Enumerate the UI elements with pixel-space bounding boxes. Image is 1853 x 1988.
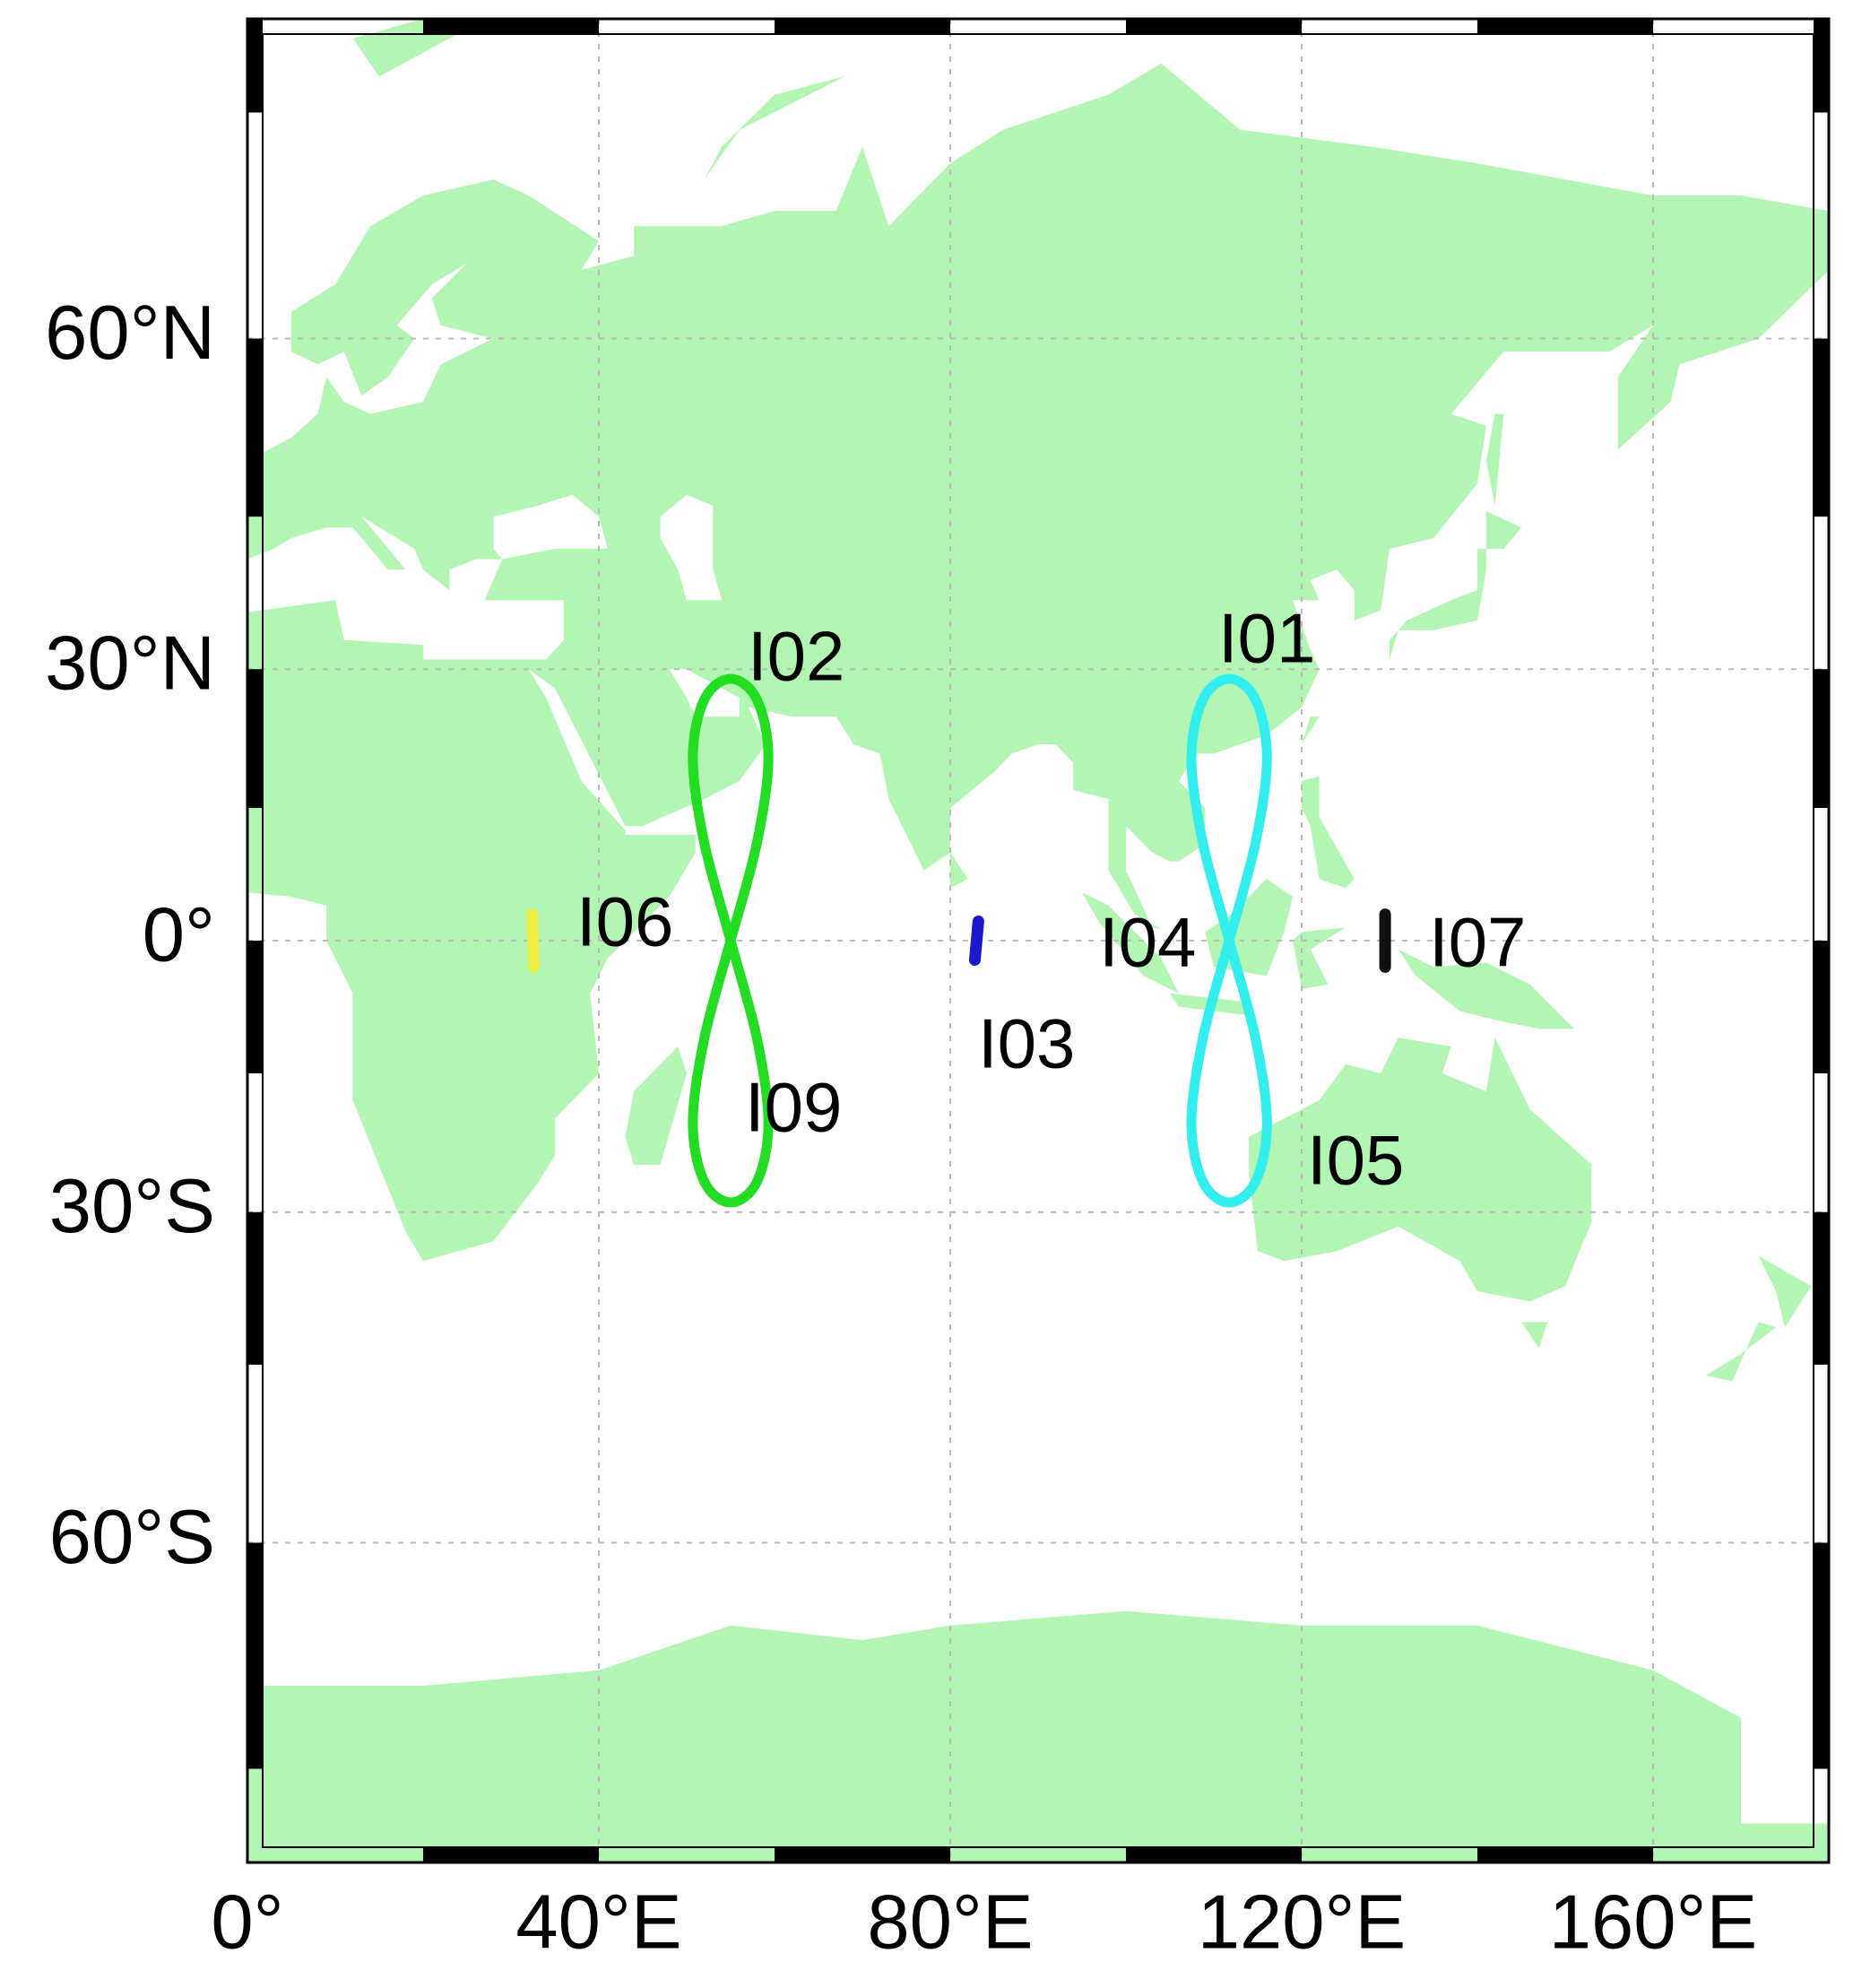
ground-track [526,908,540,973]
land [1485,413,1504,506]
ground-track [1186,673,1272,1208]
satellite-label: I06 [576,882,673,961]
land [704,76,845,180]
frame-segment [247,1211,263,1365]
satellite-label: I02 [748,617,844,696]
y-tick-label: 30°N [45,621,215,707]
frame-segment [247,338,263,517]
frame-segment [1814,338,1829,517]
frame-segment [247,941,263,1073]
x-tick-label: 120°E [1198,1879,1407,1965]
x-tick-label: 80°E [867,1879,1033,1965]
land [1302,776,1355,889]
satellite-label: I03 [978,1004,1075,1083]
ground-track [968,915,984,967]
frame-segment [247,669,263,809]
x-tick-label: 0° [211,1879,283,1965]
land [1302,716,1320,745]
frame-segment [1477,1847,1653,1862]
x-tick-label: 160°E [1549,1879,1758,1965]
inland-sea [493,494,608,560]
inland-sea [247,517,564,660]
satellite-label: I01 [1218,599,1315,678]
land [950,852,968,889]
y-tick-label: 30°S [49,1164,215,1249]
frame-segment [1814,941,1829,1073]
frame [246,17,1831,1864]
frame-segment [423,19,599,34]
land [1398,949,1574,1029]
land [1705,1322,1777,1382]
frame-segment [1126,19,1302,34]
frame-segment [247,19,263,113]
land [625,1046,687,1165]
labels: 0° 40°E 80°E 120°E 160°E 60°S 30°S 0° 30°N 60°N I0… [45,291,1757,1965]
x-tick-label: 40°E [515,1879,681,1965]
satellite-label: I07 [1429,903,1526,982]
frame-segment [1814,19,1829,113]
y-tick-label: 0° [143,892,215,977]
land [247,63,1829,1262]
land [1249,1037,1592,1302]
frame-segment [775,1847,950,1862]
satellite-label: I05 [1307,1121,1404,1200]
frame-segment [775,19,950,34]
inland-sea [528,669,626,830]
land [1082,892,1179,994]
frame-inner [262,33,1814,1848]
frame-segment [423,1847,599,1862]
frame-segment [1126,1847,1302,1862]
satellite-label: I09 [745,1068,842,1147]
land [1521,1322,1548,1349]
y-tick-label: 60°S [49,1495,215,1580]
land [1390,511,1521,660]
frame-segment [1814,669,1829,809]
inland-sea [660,494,723,601]
frame-segment [247,1542,263,1769]
frame-segment [1477,19,1653,34]
y-tick-label: 60°N [45,291,215,376]
land [1758,1255,1812,1328]
ground-track [688,673,774,1208]
land [247,1610,1829,1862]
grid-layer [247,19,1829,1862]
frame-segment [1814,1211,1829,1365]
track-layer [526,673,1391,1208]
frame-segment [1814,1542,1829,1769]
satellite-label: I04 [1099,903,1196,982]
land [1293,927,1346,989]
